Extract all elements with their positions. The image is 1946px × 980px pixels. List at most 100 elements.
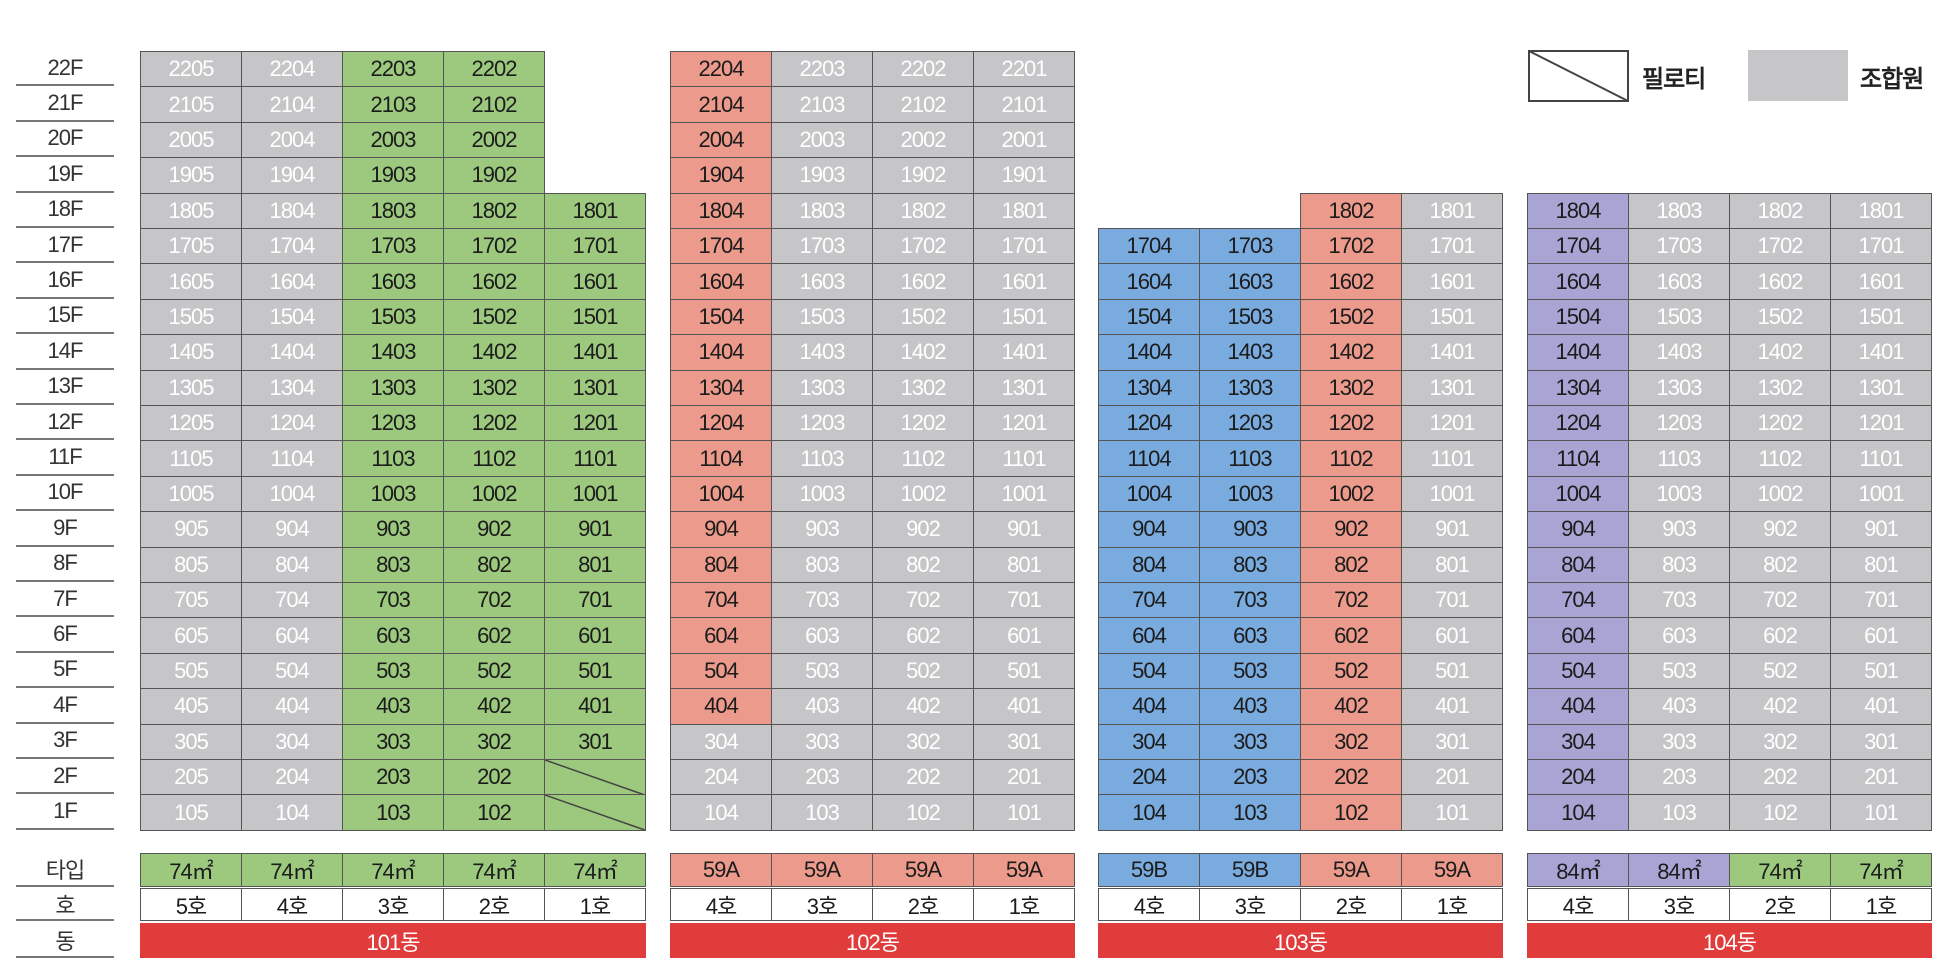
piloti-legend-icon [1528,50,1629,102]
general-unit-cell: 2103 [342,86,444,123]
general-unit-cell: 403 [342,688,444,725]
general-unit-cell: 1504 [1527,298,1629,336]
member-unit-cell: 903 [771,511,873,548]
general-unit-cell: 1802 [443,192,545,229]
general-unit-cell: 2002 [443,121,545,159]
general-unit-cell: 504 [1527,652,1629,690]
member-unit-cell: 1401 [973,334,1075,371]
unit-type-cell: 59A [1300,853,1402,887]
general-unit-cell: 604 [1098,617,1200,654]
floor-label: 20F [16,122,114,158]
general-unit-cell: 2202 [443,51,545,88]
piloti-cell [544,794,646,831]
general-unit-cell: 602 [443,617,545,654]
member-unit-cell: 1902 [872,157,974,194]
member-unit-cell: 101 [1401,794,1503,831]
member-unit-cell: 1801 [973,192,1075,229]
member-unit-cell: 701 [1401,582,1503,619]
general-unit-cell: 1604 [1098,263,1200,300]
member-unit-cell: 902 [1729,511,1831,548]
general-unit-cell: 604 [670,617,772,654]
general-unit-cell: 1101 [544,440,646,477]
general-unit-cell: 804 [670,546,772,583]
general-unit-cell: 1503 [342,298,444,336]
unit-line-cell: 2호 [872,888,974,921]
member-unit-cell: 905 [140,511,242,548]
floor-label: 8F [16,547,114,582]
member-unit-cell: 505 [140,652,242,690]
member-unit-cell: 704 [241,582,343,619]
member-unit-cell: 1602 [1729,263,1831,300]
member-unit-cell: 302 [872,723,974,760]
member-unit-cell: 1801 [1830,192,1932,229]
general-unit-cell: 403 [1199,688,1301,725]
general-unit-cell: 402 [1300,688,1402,725]
general-unit-cell: 1404 [1098,334,1200,371]
floor-label: 11F [16,440,114,476]
general-unit-cell: 2102 [443,86,545,123]
member-unit-cell: 904 [241,511,343,548]
member-unit-cell: 104 [241,794,343,831]
general-unit-cell: 1204 [670,405,772,442]
member-unit-cell: 402 [1729,688,1831,725]
general-unit-cell: 1701 [544,228,646,265]
member-unit-cell: 102 [872,794,974,831]
floor-label: 2F [16,759,114,795]
member-unit-cell: 103 [771,794,873,831]
member-unit-cell: 603 [1628,617,1730,654]
member-unit-cell: 803 [771,546,873,583]
member-unit-cell: 804 [241,546,343,583]
general-unit-cell: 803 [342,546,444,583]
member-unit-cell: 1601 [1401,263,1503,300]
member-unit-cell: 1103 [1628,440,1730,477]
general-unit-cell: 402 [443,688,545,725]
member-unit-cell: 1102 [1729,440,1831,477]
general-unit-cell: 304 [1098,723,1200,760]
member-unit-cell: 2003 [771,121,873,159]
member-unit-cell: 1101 [973,440,1075,477]
general-unit-cell: 1002 [1300,475,1402,513]
member-unit-cell: 403 [1628,688,1730,725]
general-unit-cell: 2004 [670,121,772,159]
member-unit-cell: 1203 [1628,405,1730,442]
unit-type-cell: 59A [872,853,974,887]
member-unit-cell: 803 [1628,546,1730,583]
unit-line-cell: 5호 [140,888,242,921]
member-unit-cell: 302 [1729,723,1831,760]
general-unit-cell: 1403 [1199,334,1301,371]
general-unit-cell: 1004 [670,475,772,513]
general-unit-cell: 1503 [1199,298,1301,336]
member-unit-cell: 801 [1830,546,1932,583]
member-unit-cell: 2204 [241,51,343,88]
member-unit-cell: 1701 [1401,228,1503,265]
general-unit-cell: 2203 [342,51,444,88]
general-unit-cell: 901 [544,511,646,548]
member-unit-cell: 203 [1628,759,1730,796]
general-unit-cell: 501 [544,652,646,690]
general-unit-cell: 1704 [670,228,772,265]
member-unit-cell: 301 [973,723,1075,760]
building-name-bar: 103동 [1098,923,1503,958]
general-unit-cell: 203 [1199,759,1301,796]
general-unit-cell: 1703 [342,228,444,265]
member-unit-cell: 401 [1830,688,1932,725]
member-unit-cell: 901 [973,511,1075,548]
general-unit-cell: 2204 [670,51,772,88]
member-unit-cell: 1201 [973,405,1075,442]
general-unit-cell: 1504 [670,298,772,336]
member-unit-cell: 2203 [771,51,873,88]
floor-label: 5F [16,653,114,689]
general-unit-cell: 1704 [1527,228,1629,265]
member-unit-cell: 301 [1401,723,1503,760]
general-unit-cell: 103 [342,794,444,831]
general-unit-cell: 1001 [544,475,646,513]
member-unit-cell: 1803 [1628,192,1730,229]
member-unit-cell: 802 [872,546,974,583]
member-unit-cell: 1303 [1628,369,1730,406]
member-unit-cell: 201 [1401,759,1503,796]
member-unit-cell: 903 [1628,511,1730,548]
floor-label: 4F [16,688,114,724]
general-unit-cell: 301 [544,723,646,760]
member-unit-cell: 1104 [241,440,343,477]
